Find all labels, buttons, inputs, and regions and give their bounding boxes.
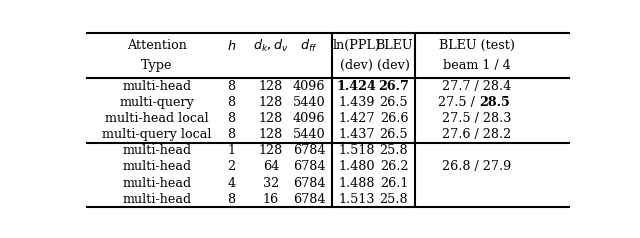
Text: Attention: Attention (127, 39, 187, 52)
Text: 8: 8 (227, 96, 236, 109)
Text: 128: 128 (259, 112, 283, 125)
Text: $h$: $h$ (227, 39, 236, 53)
Text: 1.513: 1.513 (339, 193, 375, 206)
Text: 128: 128 (259, 128, 283, 141)
Text: ln(PPL): ln(PPL) (333, 39, 381, 52)
Text: 1: 1 (227, 144, 236, 157)
Text: 1.424: 1.424 (337, 80, 377, 93)
Text: 64: 64 (263, 160, 279, 174)
Text: $d_{ff}$: $d_{ff}$ (300, 38, 318, 54)
Text: 1.488: 1.488 (339, 177, 375, 190)
Text: 26.5: 26.5 (380, 96, 408, 109)
Text: beam 1 / 4: beam 1 / 4 (443, 59, 511, 72)
Text: 27.6 / 28.2: 27.6 / 28.2 (442, 128, 511, 141)
Text: 26.1: 26.1 (380, 177, 408, 190)
Text: 128: 128 (259, 96, 283, 109)
Text: 1.518: 1.518 (339, 144, 375, 157)
Text: 1.439: 1.439 (339, 96, 375, 109)
Text: 8: 8 (227, 193, 236, 206)
Text: 1.480: 1.480 (339, 160, 375, 174)
Text: 28.5: 28.5 (479, 96, 510, 109)
Text: BLEU (test): BLEU (test) (439, 39, 515, 52)
Text: 25.8: 25.8 (380, 144, 408, 157)
Text: 4096: 4096 (293, 112, 325, 125)
Text: 2: 2 (227, 160, 236, 174)
Text: (dev): (dev) (378, 59, 410, 72)
Text: 1.427: 1.427 (339, 112, 375, 125)
Text: multi-head: multi-head (122, 177, 191, 190)
Text: 5440: 5440 (293, 96, 326, 109)
Text: 8: 8 (227, 128, 236, 141)
Text: Type: Type (141, 59, 173, 72)
Text: 16: 16 (263, 193, 279, 206)
Text: 26.2: 26.2 (380, 160, 408, 174)
Text: 32: 32 (263, 177, 279, 190)
Text: 6784: 6784 (293, 144, 325, 157)
Text: multi-head: multi-head (122, 80, 191, 93)
Text: multi-head: multi-head (122, 160, 191, 174)
Text: BLEU: BLEU (375, 39, 413, 52)
Text: 27.5 / 28.3: 27.5 / 28.3 (442, 112, 511, 125)
Text: 6784: 6784 (293, 193, 325, 206)
Text: 6784: 6784 (293, 160, 325, 174)
Text: multi-query local: multi-query local (102, 128, 212, 141)
Text: 26.8 / 27.9: 26.8 / 27.9 (442, 160, 511, 174)
Text: 128: 128 (259, 80, 283, 93)
Text: 4: 4 (227, 177, 236, 190)
Text: 26.6: 26.6 (380, 112, 408, 125)
Text: 128: 128 (259, 144, 283, 157)
Text: multi-head: multi-head (122, 193, 191, 206)
Text: 8: 8 (227, 112, 236, 125)
Text: 26.5: 26.5 (380, 128, 408, 141)
Text: 27.5 /: 27.5 / (438, 96, 479, 109)
Text: 26.7: 26.7 (378, 80, 410, 93)
Text: 4096: 4096 (293, 80, 325, 93)
Text: 6784: 6784 (293, 177, 325, 190)
Text: $d_k, d_v$: $d_k, d_v$ (253, 38, 289, 54)
Text: 5440: 5440 (293, 128, 326, 141)
Text: 25.8: 25.8 (380, 193, 408, 206)
Text: 27.7 / 28.4: 27.7 / 28.4 (442, 80, 511, 93)
Text: (dev): (dev) (340, 59, 373, 72)
Text: multi-head local: multi-head local (105, 112, 209, 125)
Text: multi-head: multi-head (122, 144, 191, 157)
Text: multi-query: multi-query (120, 96, 195, 109)
Text: 1.437: 1.437 (339, 128, 375, 141)
Text: 8: 8 (227, 80, 236, 93)
